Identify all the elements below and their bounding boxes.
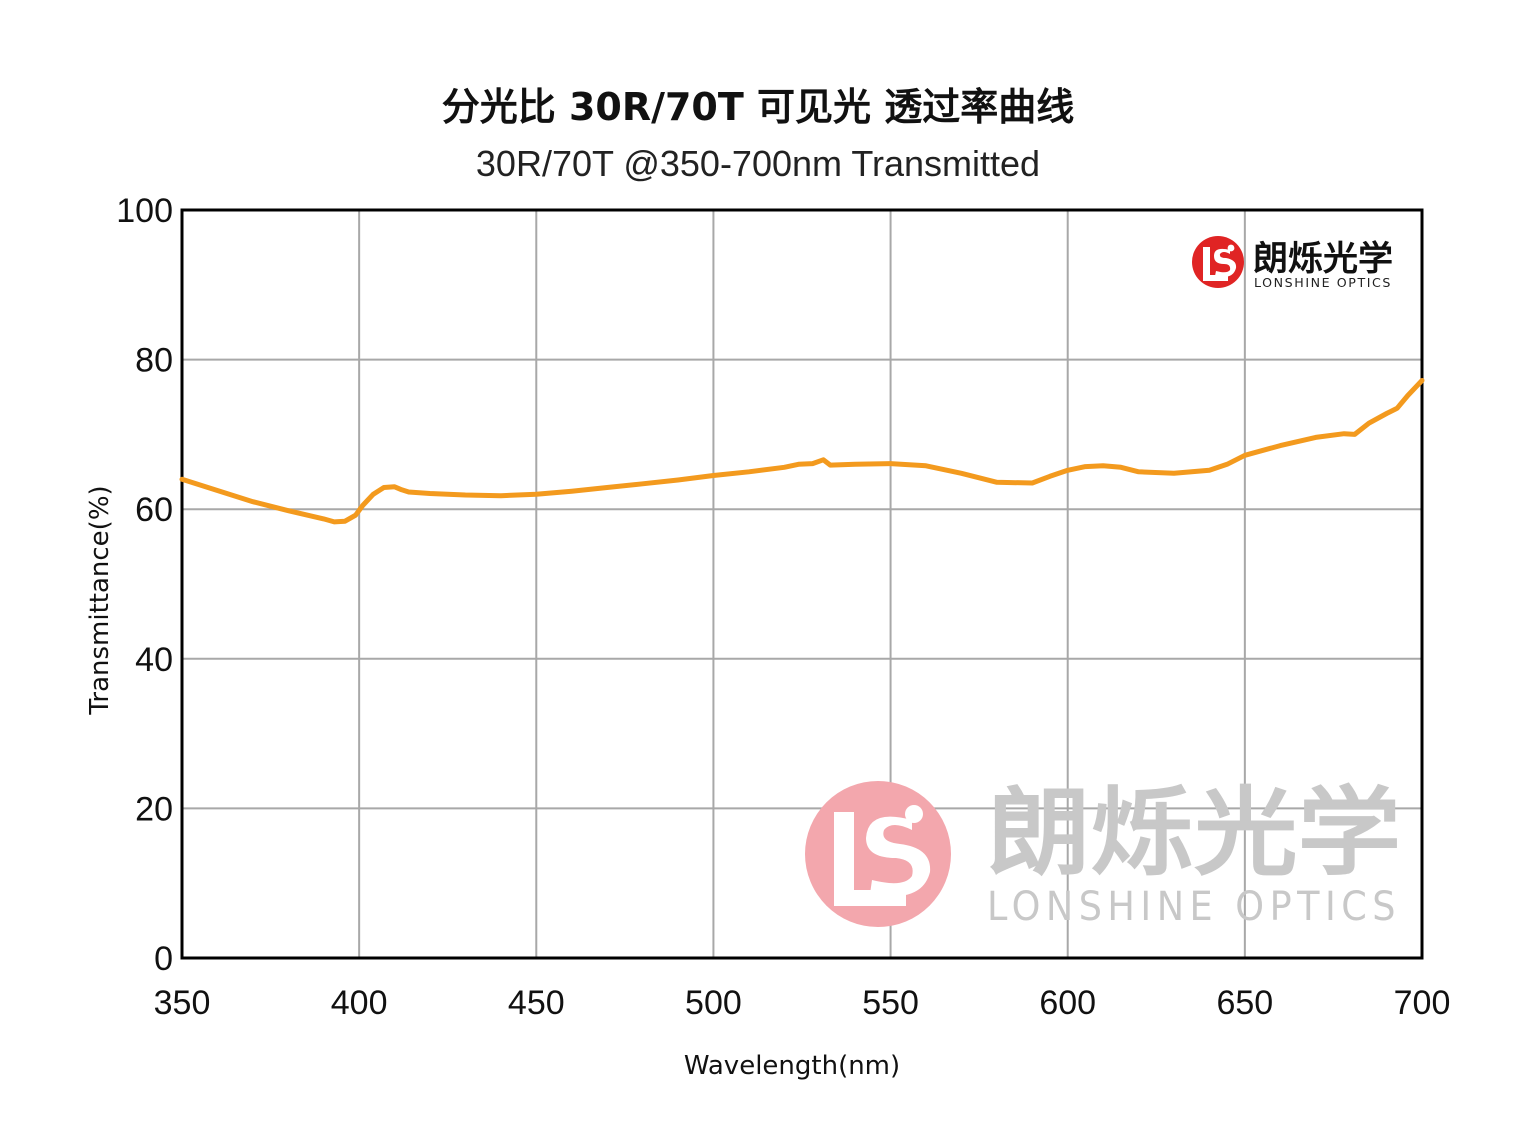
x-tick-label: 500 [685, 984, 742, 1022]
brand-logo-cn: 朗烁光学 [1253, 239, 1393, 279]
transmittance-curve [179, 378, 1425, 525]
grid [182, 210, 1422, 958]
x-tick-label: 700 [1394, 984, 1451, 1022]
brand-logo-en: LONSHINE OPTICS [1254, 276, 1392, 290]
watermark-logo-mark [805, 781, 951, 927]
x-tick-label: 600 [1039, 984, 1096, 1022]
y-axis-label: Transmittance(%) [85, 485, 115, 715]
y-tick-label: 0 [154, 940, 173, 978]
y-tick-label: 80 [135, 342, 173, 380]
chart-title: 分光比 30R/70T 可见光 透过率曲线 [442, 85, 1075, 129]
x-tick-labels: 350 400 450 500 550 600 650 700 [154, 984, 1451, 1022]
y-tick-label: 60 [135, 491, 173, 529]
x-tick-label: 450 [508, 984, 565, 1022]
watermark: 朗烁光学 LONSHINE OPTICS [805, 777, 1401, 930]
y-tick-label: 100 [116, 192, 173, 230]
x-tick-label: 400 [331, 984, 388, 1022]
series-layer [179, 378, 1425, 525]
y-tick-label: 40 [135, 641, 173, 679]
x-tick-label: 350 [154, 984, 211, 1022]
chart-subtitle: 30R/70T @350-700nm Transmitted [476, 143, 1040, 184]
brand-logo-mark [1192, 236, 1244, 288]
x-tick-label: 650 [1216, 984, 1273, 1022]
brand-logo: 朗烁光学 LONSHINE OPTICS [1192, 236, 1393, 290]
watermark-cn: 朗烁光学 [987, 777, 1401, 889]
x-axis-label: Wavelength(nm) [684, 1051, 900, 1081]
y-tick-label: 20 [135, 790, 173, 828]
x-tick-label: 550 [862, 984, 919, 1022]
plot-frame [180, 208, 1424, 960]
watermark-en: LONSHINE OPTICS [987, 884, 1401, 930]
y-tick-labels: 0 20 40 60 80 100 [116, 192, 173, 978]
